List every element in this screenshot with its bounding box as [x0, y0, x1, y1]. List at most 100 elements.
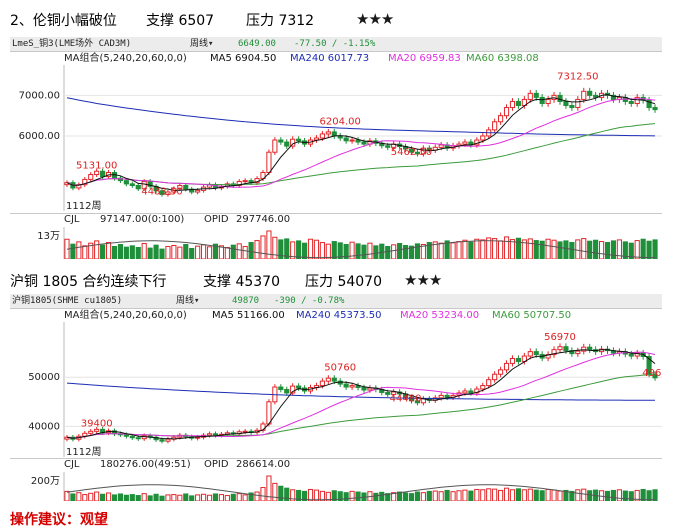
candle-body [236, 180, 242, 187]
candle-body [498, 369, 504, 375]
volume-bar [123, 246, 129, 259]
candle-body [391, 391, 397, 395]
candle-body [652, 107, 658, 111]
candle-body [195, 189, 201, 193]
volume-bar [604, 242, 611, 259]
volume-bar [153, 244, 159, 259]
candle-body [266, 401, 272, 425]
volume-bar [218, 245, 224, 259]
candle-body [628, 353, 634, 357]
candle-body [242, 180, 248, 183]
ma20-line [66, 98, 656, 188]
volume-bar [503, 236, 510, 259]
chart2-vol-label[interactable]: CJL [64, 459, 80, 470]
candle-body [242, 430, 248, 433]
chart2-title: 沪铜 1805 合约连续下行 [10, 274, 167, 290]
candle-body [284, 389, 290, 394]
volume-bar [468, 241, 474, 259]
volume-bar [492, 238, 498, 259]
volume-bar [367, 242, 373, 259]
volume-bar [331, 241, 337, 259]
candle-body [563, 100, 569, 107]
chart2-period-selector[interactable]: 周线▾ [176, 296, 200, 306]
candle-body [165, 438, 171, 442]
volume-bar [420, 492, 426, 501]
candle-body [509, 100, 516, 109]
candle-body [361, 387, 367, 391]
candle-body [581, 90, 587, 100]
volume-bar [593, 239, 599, 259]
y-tick-label: 40000 [28, 421, 60, 432]
candle-body [385, 145, 391, 148]
volume-bar [426, 490, 432, 501]
volume-bar [616, 239, 622, 259]
ma60-line [66, 374, 656, 439]
candle-body [569, 105, 575, 109]
volume-bar [183, 244, 189, 259]
volume-bar [284, 487, 290, 501]
volume-bar [301, 242, 308, 259]
candle-body [492, 121, 498, 131]
volume-axis-label: 200万 [31, 476, 60, 487]
volume-bar [480, 489, 486, 501]
volume-bar [545, 238, 551, 259]
volume-bar [498, 240, 504, 259]
chart2-symbol[interactable]: 沪铜1805(SHME cu1805) [12, 296, 123, 306]
volume-bar [610, 240, 617, 259]
volume-bar [141, 493, 147, 501]
volume-bar [82, 494, 88, 501]
chart1-symbol[interactable]: LmeS_铜3(LME场外 CAD3M) [12, 39, 132, 49]
volume-bar [105, 492, 112, 501]
volume-bar [598, 241, 605, 259]
chart1-vol-label[interactable]: CJL [64, 214, 80, 225]
candle-body [159, 190, 165, 195]
candle-body [129, 435, 135, 439]
price-annotation: 4483.50 [141, 187, 182, 198]
chart2-volume-plot: 200万 [31, 472, 658, 501]
price-annotation: 5462.50 [391, 147, 432, 158]
volume-bar [474, 238, 480, 259]
chart1-ma-label[interactable]: MA组合(5,240,20,60,0,0) [64, 53, 187, 64]
volume-bar [100, 493, 106, 501]
candle-body [206, 433, 213, 436]
chart1-opid-value: 297746.00 [236, 214, 291, 225]
volume-bar [201, 493, 207, 501]
candle-body [361, 141, 367, 145]
candle-body [212, 433, 219, 436]
candle-body [438, 394, 444, 399]
candle-body [64, 436, 70, 440]
volume-bar [278, 485, 284, 501]
volume-bar [153, 493, 159, 501]
candle-body [94, 428, 100, 432]
volume-bar [385, 245, 391, 259]
volume-bar [414, 491, 421, 501]
volume-bar [159, 495, 165, 501]
volume-bar [486, 488, 492, 501]
chart1-rating-stars: ★★★ [356, 10, 394, 28]
volume-bar [165, 245, 171, 259]
volume-bar [557, 241, 563, 259]
candle-body [503, 362, 510, 371]
candle-body [159, 439, 165, 442]
chart2-price-plot: 50000 40000 56970 50760 39400 44480 4966 1112周 [28, 322, 662, 457]
chart2-ma5: MA5 51166.00 [212, 310, 285, 321]
chart2-ma-label[interactable]: MA组合(5,240,20,60,0,0) [64, 310, 187, 321]
volume-bar [604, 490, 611, 501]
candle-body [319, 133, 325, 139]
chart2-volume-legend: CJL 180276.00(49:51) OPID 286614.00 [10, 458, 662, 471]
volume-bar [325, 243, 331, 259]
candle-body [325, 131, 331, 135]
chart1-period-selector[interactable]: 周线▾ [190, 39, 214, 49]
cycle-label: 1112周 [66, 446, 101, 457]
ma240-line [66, 97, 656, 137]
cycle-label: 1112周 [66, 200, 101, 211]
volume-bar [70, 493, 76, 501]
candle-body [444, 394, 450, 398]
candle-body [628, 100, 634, 104]
volume-bar [509, 239, 516, 259]
volume-bar [551, 239, 557, 259]
volume-bar [462, 239, 468, 259]
volume-bar [456, 241, 462, 259]
chart1-panel: LmeS_铜3(LME场外 CAD3M) 周线▾ 6649.00 -77.50 … [10, 37, 662, 259]
volume-bar [337, 242, 343, 259]
